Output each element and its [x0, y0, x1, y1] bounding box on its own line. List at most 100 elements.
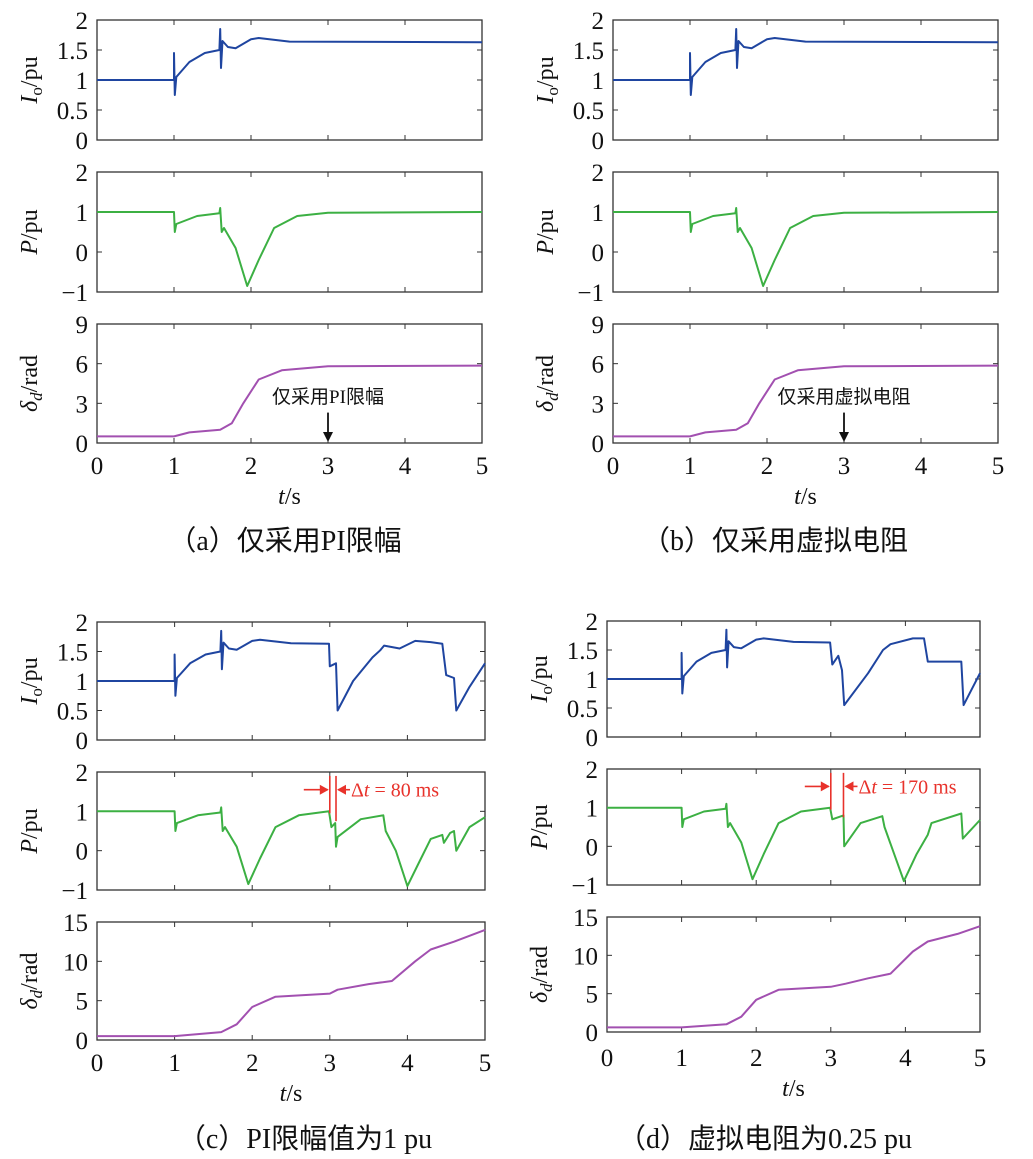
subplot-P: −1 0 1 2 P/pu	[17, 160, 483, 307]
y-label-symbol: δ	[17, 997, 43, 1009]
y-tick-label: 15	[573, 905, 598, 932]
y-tick-label: 10	[63, 949, 88, 976]
delta-t-value: = 170 ms	[877, 776, 957, 798]
y-label-unit: /pu	[533, 56, 559, 87]
y-label-subscript: d	[537, 983, 556, 992]
x-label-unit: /s	[789, 1076, 805, 1102]
y-tick-label: 2	[586, 609, 599, 636]
y-tick-label: 0	[586, 725, 599, 752]
x-label-symbol: t	[278, 484, 286, 510]
y-tick-label: 6	[76, 352, 89, 379]
x-tick-label: 4	[401, 1050, 414, 1077]
y-tick-label: 5	[586, 982, 599, 1009]
axes-frame	[96, 323, 483, 444]
series-P-line	[97, 806, 486, 888]
axes-frame	[96, 171, 483, 293]
series-Io-line	[613, 28, 999, 96]
y-tick-label: 1	[76, 799, 89, 826]
x-tick-label: 4	[899, 1045, 912, 1072]
y-tick-label: 10	[573, 943, 598, 970]
x-tick-label: 3	[825, 1045, 838, 1072]
y-tick-label: 6	[592, 352, 605, 379]
x-tick-label: 5	[992, 453, 1005, 480]
x-tick-label: 0	[601, 1045, 614, 1072]
delta-t-label: Δt = 170 ms	[858, 776, 956, 798]
y-label-subscript: o	[543, 87, 562, 96]
y-label-subscript: d	[27, 989, 46, 998]
x-tick-label: 2	[246, 1050, 259, 1077]
y-tick-label: 0.5	[57, 98, 88, 125]
y-axis-label: Io/pu	[533, 56, 562, 104]
y-tick-label: 1	[586, 796, 599, 823]
x-label-symbol: t	[782, 1076, 790, 1102]
delta-symbol: Δ	[858, 776, 871, 798]
delta-t-value: = 80 ms	[369, 780, 439, 802]
y-tick-label: 2	[76, 8, 89, 35]
series-delta-line	[97, 364, 483, 438]
subplot-P: −1 0 1 2 P/pu Δt = 170 ms	[527, 757, 981, 900]
arrow-head-icon	[839, 432, 849, 442]
y-label-unit: /rad	[17, 355, 43, 392]
y-label-symbol: δ	[17, 400, 43, 412]
series-P-line	[607, 802, 981, 883]
y-label-subscript: d	[543, 392, 562, 401]
y-label-unit: /rad	[17, 953, 43, 990]
axes-frame	[612, 171, 999, 293]
y-axis-label: δd/rad	[17, 355, 46, 412]
y-tick-label: 2	[592, 8, 605, 35]
y-label-subscript: o	[27, 87, 46, 96]
y-tick-label: 1.5	[57, 38, 88, 65]
series-P-line	[613, 207, 999, 287]
y-label-symbol: P	[17, 240, 43, 256]
series-P-line	[97, 207, 483, 287]
y-label-symbol: δ	[533, 400, 559, 412]
annotation-label: 仅采用虚拟电阻	[777, 386, 910, 408]
arrow-head-icon	[323, 432, 333, 442]
y-label-unit: /pu	[17, 808, 43, 839]
panel-b: 0 0.5 1 1.5 2 Io/pu −1 0 1 2 P/pu 0 1 2 3 4 5 0 3 6 9 δd/rad 仅…	[533, 8, 1004, 557]
y-label-symbol: I	[17, 696, 43, 706]
axes-frame	[96, 771, 486, 891]
y-tick-label: 2	[592, 160, 605, 187]
y-label-symbol: P	[533, 240, 559, 256]
x-tick-label: 2	[750, 1045, 763, 1072]
y-label-symbol: I	[533, 95, 559, 105]
y-tick-label: 9	[76, 312, 89, 339]
y-tick-label: 0	[76, 240, 89, 267]
annotation-label: 仅采用PI限幅	[272, 386, 384, 408]
y-label-symbol: δ	[527, 991, 553, 1003]
y-tick-label: −1	[61, 280, 88, 307]
y-tick-label: 0	[586, 834, 599, 861]
series-delta-line	[97, 928, 486, 1038]
arrow-right-icon	[319, 784, 329, 795]
x-axis-label: t/s	[278, 484, 301, 510]
y-axis-label: δd/rad	[527, 946, 556, 1003]
x-tick-label: 1	[675, 1045, 688, 1072]
y-tick-label: 1	[76, 669, 89, 696]
y-label-subscript: o	[537, 686, 556, 695]
x-tick-label: 4	[399, 453, 412, 480]
y-tick-label: 2	[76, 160, 89, 187]
y-tick-label: 1.5	[57, 640, 88, 667]
x-label-symbol: t	[280, 1081, 288, 1107]
delta-t-var: t	[871, 776, 877, 798]
panel-caption: （c）PI限幅值为1 pu	[178, 1123, 432, 1155]
subplot-P: −1 0 1 2 P/pu Δt = 80 ms	[17, 760, 486, 905]
y-tick-label: −1	[571, 873, 598, 900]
y-tick-label: 1	[76, 68, 89, 95]
delta-t-label: Δt = 80 ms	[351, 780, 439, 802]
y-tick-label: 15	[63, 910, 88, 937]
subplot-delta: 0 1 2 3 4 5 0 3 6 9 δd/rad 仅采用PI限幅	[17, 312, 488, 480]
series-Io-line	[607, 628, 981, 707]
y-axis-label: Io/pu	[17, 56, 46, 104]
series-delta-line	[607, 925, 981, 1029]
y-tick-label: 1.5	[573, 38, 604, 65]
y-tick-label: 0	[76, 839, 89, 866]
y-tick-label: 0	[76, 431, 89, 458]
arrow-left-icon	[844, 781, 854, 792]
y-label-unit: /pu	[533, 209, 559, 240]
